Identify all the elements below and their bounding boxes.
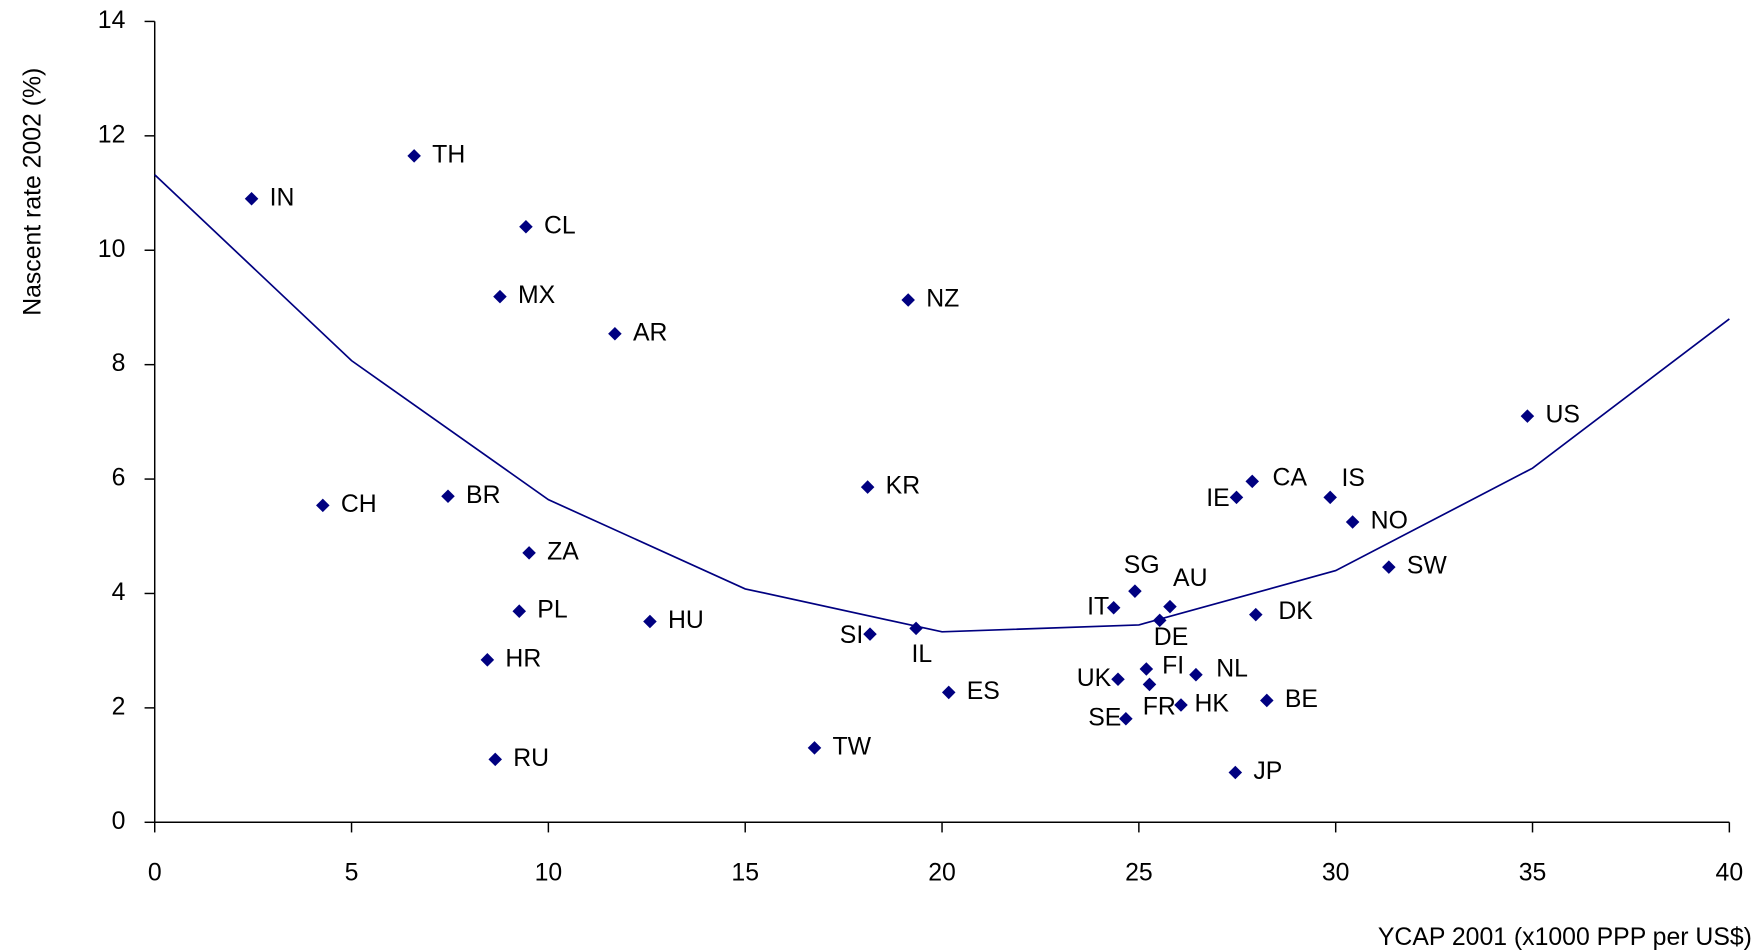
point-label: FI: [1162, 652, 1184, 679]
x-tick-label: 40: [1716, 860, 1744, 887]
point-label: DE: [1154, 624, 1188, 651]
point: [316, 498, 330, 513]
y-axis-title: Nascent rate 2002 (%): [20, 68, 47, 316]
point-label: JP: [1253, 758, 1282, 785]
point: [407, 149, 421, 163]
point: [1382, 560, 1396, 574]
point: [1520, 409, 1535, 423]
point-label: NL: [1216, 656, 1248, 683]
x-tick-label: 35: [1519, 860, 1547, 887]
point-label: IL: [912, 641, 933, 668]
point: [941, 685, 956, 700]
point-label: RU: [513, 745, 549, 772]
x-tick-label: 20: [928, 860, 956, 887]
y-tick-label: 10: [98, 236, 126, 263]
point-label: IT: [1087, 593, 1109, 620]
point: [1249, 607, 1263, 622]
x-tick-label: 25: [1125, 860, 1153, 887]
point-label: NO: [1371, 508, 1408, 535]
point: [1189, 667, 1203, 682]
point: [488, 752, 503, 767]
point-label: PL: [537, 597, 567, 624]
y-tick-label: 0: [112, 808, 126, 835]
point-label: FR: [1143, 694, 1176, 721]
point: [493, 289, 507, 304]
point-label: CH: [341, 491, 377, 518]
point: [244, 191, 259, 206]
point-label: IS: [1341, 465, 1364, 492]
x-tick-label: 10: [535, 860, 563, 887]
point: [480, 653, 495, 667]
point-label: SW: [1407, 553, 1448, 580]
point: [1345, 515, 1360, 529]
fit-line: [154, 174, 1730, 633]
point: [512, 604, 527, 618]
point-label: TW: [833, 733, 872, 760]
point: [1174, 698, 1188, 712]
point: [1323, 490, 1337, 505]
point-label: SI: [840, 622, 863, 649]
y-tick-label: 6: [112, 465, 126, 492]
point: [1128, 584, 1142, 598]
point: [608, 326, 622, 341]
point: [643, 614, 657, 629]
point: [1260, 693, 1274, 708]
x-axis-title: YCAP 2001 (x1000 PPP per US$): [1378, 924, 1752, 951]
y-tick-label: 2: [112, 693, 126, 720]
point-label: UK: [1077, 665, 1112, 692]
point-label: MX: [518, 282, 556, 309]
point: [1163, 599, 1177, 614]
point: [863, 627, 877, 641]
point: [1229, 490, 1244, 505]
point: [522, 546, 536, 560]
point-label: KR: [886, 473, 920, 500]
point: [860, 480, 875, 494]
point: [807, 741, 822, 755]
point-label: US: [1545, 402, 1579, 429]
point-label: HR: [505, 645, 541, 672]
y-tick-label: 4: [112, 579, 126, 606]
y-tick-label: 8: [112, 350, 126, 377]
point-label: CA: [1273, 465, 1308, 492]
point-label: AR: [633, 319, 667, 346]
point-label: AU: [1173, 565, 1207, 592]
point: [901, 293, 915, 307]
point-label: NZ: [926, 286, 959, 313]
point: [1142, 677, 1157, 692]
y-tick-label: 12: [98, 121, 126, 148]
point: [1228, 765, 1243, 780]
x-tick-label: 0: [148, 860, 162, 887]
point-label: IE: [1206, 485, 1229, 512]
point-label: IN: [270, 184, 295, 211]
point-label: TH: [432, 141, 465, 168]
point-label: BE: [1285, 686, 1318, 713]
x-tick-label: 5: [345, 860, 359, 887]
point: [1111, 672, 1125, 687]
point-label: SG: [1124, 552, 1160, 579]
point: [1152, 613, 1167, 628]
x-tick-label: 30: [1322, 860, 1350, 887]
point-label: BR: [466, 482, 500, 509]
point-label: DK: [1278, 598, 1313, 625]
point-label: SE: [1088, 704, 1121, 731]
point-label: HU: [668, 607, 704, 634]
x-tick-label: 15: [731, 860, 759, 887]
point-label: CL: [544, 212, 576, 239]
point: [909, 621, 923, 636]
point: [519, 220, 533, 234]
point: [1139, 662, 1154, 676]
point-label: ES: [967, 678, 1000, 705]
point: [1245, 474, 1260, 489]
y-tick-label: 14: [98, 7, 126, 34]
point: [441, 489, 455, 503]
point: [1119, 711, 1133, 726]
point-label: ZA: [547, 538, 579, 565]
point-label: HK: [1195, 691, 1230, 718]
